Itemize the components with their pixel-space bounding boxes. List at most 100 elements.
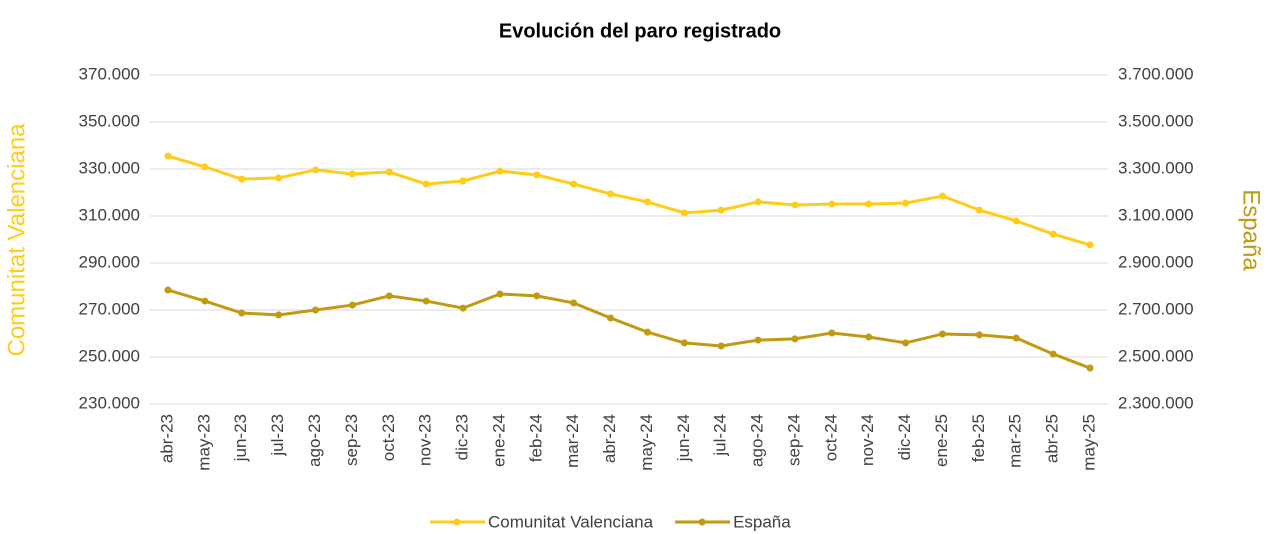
x-tick-label: jun-24 (674, 414, 693, 462)
y-tick-label: 290.000 (79, 252, 140, 271)
point (164, 286, 172, 294)
point (607, 190, 615, 198)
point (1049, 230, 1057, 238)
x-tick-label: dic-24 (895, 414, 914, 460)
point (459, 177, 467, 185)
point (828, 329, 836, 337)
x-tick-label: abr-25 (1043, 414, 1062, 463)
x-tick-label: nov-23 (416, 414, 435, 466)
legend-item: España (675, 512, 791, 531)
point (348, 170, 356, 178)
x-tick-label: ene-25 (932, 414, 951, 467)
legend-label: España (733, 512, 791, 531)
point (791, 335, 799, 343)
point (791, 201, 799, 209)
point (312, 166, 320, 174)
y2-tick-label: 3.100.000 (1118, 205, 1194, 224)
y-tick-label: 230.000 (79, 393, 140, 412)
x-tick-label: oct-24 (821, 414, 840, 461)
point (865, 333, 873, 341)
point (348, 301, 356, 309)
x-tick-label: dic-23 (453, 414, 472, 460)
y-axis-title: Comunitat Valenciana (3, 123, 30, 357)
point (238, 175, 246, 183)
point (717, 342, 725, 350)
point (975, 206, 983, 214)
x-tick-label: may-24 (637, 414, 656, 471)
point (533, 292, 541, 300)
x-tick-label: ago-24 (748, 414, 767, 467)
y2-axis-title: España (1238, 189, 1265, 271)
x-tick-label: nov-24 (858, 414, 877, 466)
x-tick-label: sep-23 (342, 414, 361, 466)
point (385, 292, 393, 300)
x-tick-label: oct-23 (379, 414, 398, 461)
point (570, 180, 578, 188)
y2-tick-label: 2.500.000 (1118, 346, 1194, 365)
y-tick-label: 350.000 (79, 111, 140, 130)
point (1012, 334, 1020, 342)
y-tick-label: 370.000 (79, 64, 140, 83)
point (828, 200, 836, 208)
point (1012, 217, 1020, 225)
y-tick-label: 310.000 (79, 205, 140, 224)
point (902, 199, 910, 207)
x-tick-label: ene-24 (489, 414, 508, 467)
legend-marker (698, 518, 706, 526)
x-tick-label: may-25 (1079, 414, 1098, 471)
point (496, 167, 504, 175)
x-tick-label: jul-23 (268, 414, 287, 457)
y2-tick-label: 2.300.000 (1118, 393, 1194, 412)
point (643, 328, 651, 336)
point (938, 192, 946, 200)
point (1049, 350, 1057, 358)
point (754, 336, 762, 344)
point (312, 306, 320, 314)
x-tick-label: abr-24 (600, 414, 619, 463)
y2-tick-label: 3.700.000 (1118, 64, 1194, 83)
point (570, 299, 578, 307)
x-tick-label: jun-23 (231, 414, 250, 462)
y2-tick-label: 3.500.000 (1118, 111, 1194, 130)
series-line (167, 288, 1091, 370)
x-tick-label: sep-24 (784, 414, 803, 466)
point (422, 180, 430, 188)
point (533, 171, 541, 179)
point (938, 330, 946, 338)
x-tick-label: jul-24 (711, 414, 730, 457)
y2-tick-label: 2.900.000 (1118, 252, 1194, 271)
point (717, 206, 725, 214)
point (902, 339, 910, 347)
series-line (167, 154, 1091, 247)
x-tick-label: feb-25 (969, 414, 988, 462)
legend-item: Comunitat Valenciana (430, 512, 654, 531)
legend-marker (453, 518, 461, 526)
point (1086, 364, 1094, 372)
y-tick-label: 270.000 (79, 299, 140, 318)
point (201, 163, 209, 171)
y-tick-label: 330.000 (79, 158, 140, 177)
point (275, 174, 283, 182)
x-tick-label: mar-24 (563, 414, 582, 468)
point (459, 304, 467, 312)
point (975, 331, 983, 339)
point (422, 297, 430, 305)
x-tick-label: may-23 (194, 414, 213, 471)
x-tick-label: mar-25 (1006, 414, 1025, 468)
x-tick-label: abr-23 (157, 414, 176, 463)
point (164, 152, 172, 160)
point (1086, 241, 1094, 249)
x-tick-label: ago-23 (305, 414, 324, 467)
y2-tick-label: 3.300.000 (1118, 158, 1194, 177)
point (680, 339, 688, 347)
x-tick-label: feb-24 (526, 414, 545, 462)
y-tick-label: 250.000 (79, 346, 140, 365)
point (680, 209, 688, 217)
point (643, 198, 651, 206)
chart-title: Evolución del paro registrado (499, 20, 781, 42)
point (607, 314, 615, 322)
point (496, 290, 504, 298)
point (865, 200, 873, 208)
point (238, 309, 246, 317)
